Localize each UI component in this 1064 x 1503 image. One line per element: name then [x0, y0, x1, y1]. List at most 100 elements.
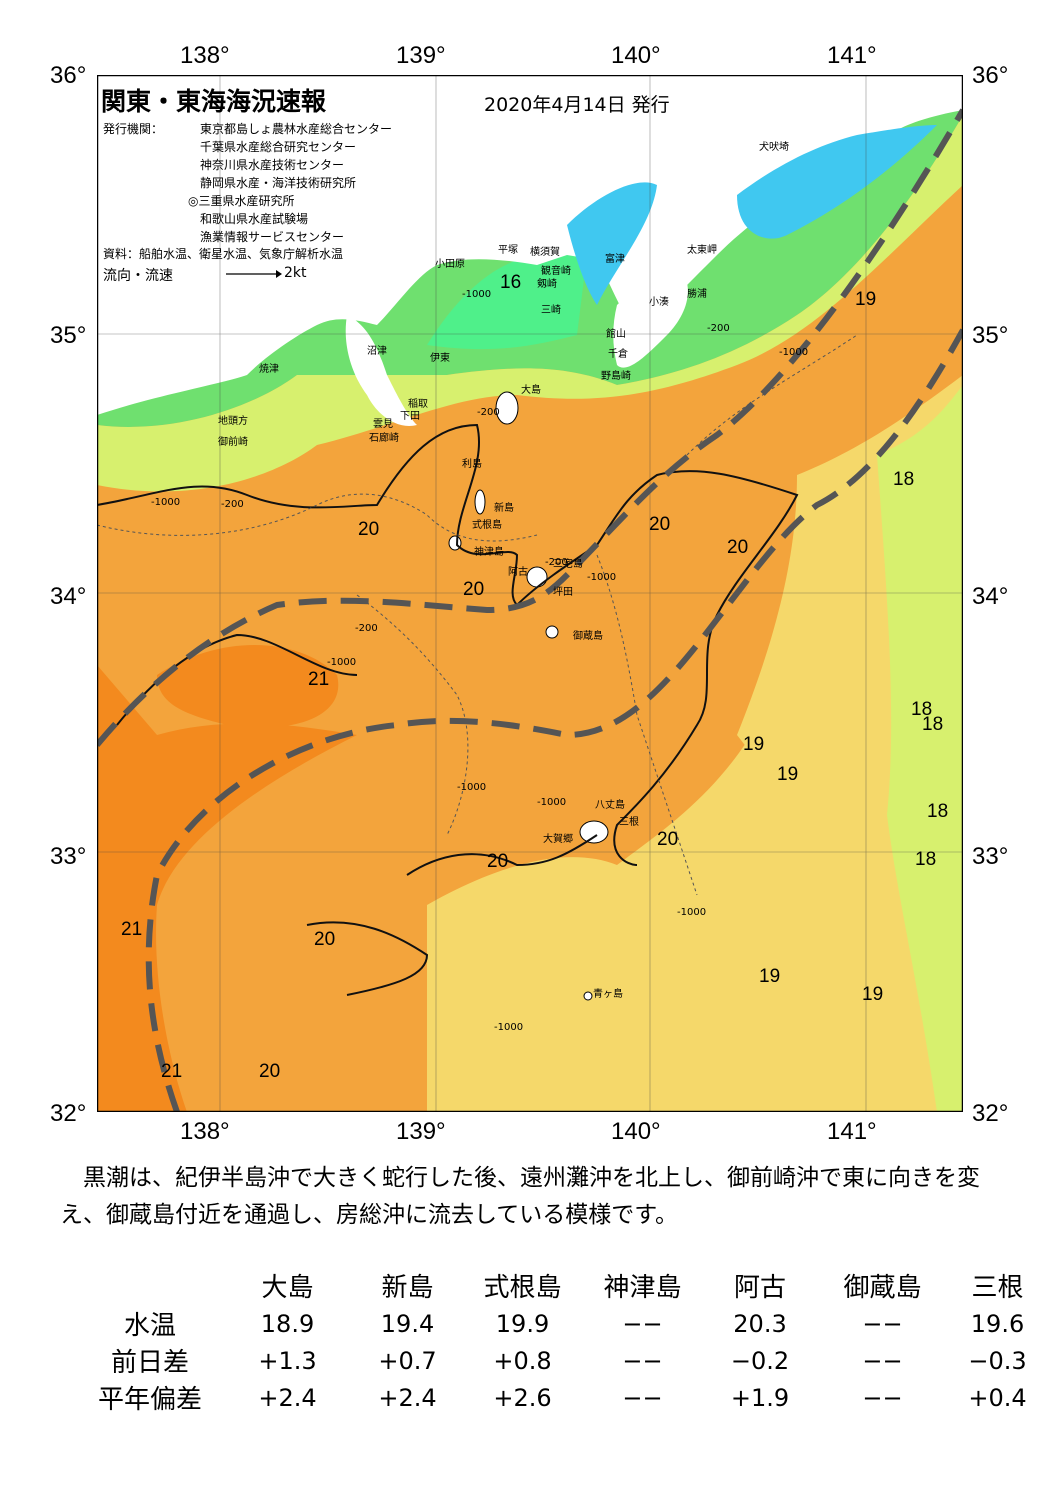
place-ito: 伊東 — [430, 351, 450, 364]
grid — [97, 75, 963, 1112]
flow-legend-label: 流向・流速 — [103, 268, 173, 284]
table-cell: −− — [862, 1346, 903, 1375]
current-description: 黒潮は、紀伊半島沖で大きく蛇行した後、遠州灘沖を北上し、御前崎沖で東に向きを変え… — [60, 1165, 980, 1228]
lat-label-right-35: 35° — [972, 322, 1009, 349]
depth-label: -200 — [355, 623, 378, 634]
depth-label: -200 — [707, 323, 730, 334]
place-jitogata: 地頭方 — [218, 414, 248, 427]
publisher-item: 和歌山県水産試験場 — [200, 212, 309, 226]
label-19c: 19 — [777, 764, 798, 785]
table-cell: +0.4 — [968, 1383, 1027, 1412]
place-odawara: 小田原 — [435, 258, 465, 270]
table-cell: +1.9 — [730, 1383, 790, 1412]
place-nojimazaki: 野島崎 — [601, 369, 631, 382]
place-tsubota: 坪田 — [553, 585, 573, 598]
depth-labels: -1000 -200 -1000 -200 -1000 -200 -200 -1… — [151, 289, 808, 1033]
flow-legend-speed: 2kt — [284, 265, 307, 281]
table-corner — [75, 1265, 225, 1305]
column-header: 大島 — [261, 1272, 314, 1303]
place-okago: 大賀郷 — [543, 832, 573, 845]
table-cell: −− — [862, 1383, 903, 1412]
miyakejima-island — [526, 566, 548, 588]
place-omaezaki: 御前崎 — [218, 435, 248, 448]
table-cell: 18.9 — [260, 1309, 315, 1338]
place-irozaki: 石廊崎 — [369, 431, 399, 444]
lon-label-top-139: 139° — [396, 42, 446, 69]
row-label: 平年偏差 — [97, 1385, 202, 1415]
label-20h: 20 — [259, 1061, 280, 1082]
table-cell: +2.6 — [493, 1383, 552, 1412]
sea-temperature-map: 16 19 18 20 20 20 20 21 18 18 19 19 18 1… — [97, 75, 963, 1112]
land-honshu — [97, 75, 963, 415]
place-tateyama: 館山 — [606, 327, 626, 340]
lat-label-right-36: 36° — [972, 62, 1009, 89]
place-oshima: 大島 — [521, 383, 541, 396]
lat-label-right-32: 32° — [972, 1100, 1009, 1127]
table-row: 平年偏差 +2.4 +2.4 +2.6 −− +1.9 −− +0.4 — [75, 1379, 1045, 1416]
place-yokosuka: 横須賀 — [530, 245, 560, 258]
water-16-region — [427, 252, 587, 350]
place-inubozaki: 犬吠埼 — [759, 140, 789, 153]
table-cell: +1.3 — [258, 1346, 317, 1375]
place-tsurugisaki: 剱崎 — [537, 277, 557, 290]
place-yaizu: 焼津 — [259, 363, 279, 375]
place-mitsune: 三根 — [619, 815, 639, 828]
oshima-island — [495, 391, 519, 425]
table-cell: −− — [622, 1346, 663, 1375]
place-shimoda: 下田 — [400, 411, 420, 422]
label-20d: 20 — [463, 579, 484, 600]
lat-label-left-36: 36° — [50, 62, 87, 89]
column-header: 新島 — [381, 1272, 434, 1303]
column-header: 神津島 — [603, 1272, 682, 1303]
place-kannonzaki: 観音崎 — [541, 264, 571, 277]
place-mikurajima: 御蔵島 — [573, 629, 603, 642]
place-shikinejima: 式根島 — [472, 518, 502, 531]
lon-label-bottom-141: 141° — [827, 1118, 877, 1145]
lon-label-top-141: 141° — [827, 42, 877, 69]
label-18b: 18 — [911, 699, 932, 720]
label-19e: 19 — [862, 984, 883, 1005]
place-niijima: 新島 — [494, 501, 514, 514]
label-16: 16 — [500, 272, 521, 293]
row-label: 前日差 — [110, 1348, 189, 1378]
isotherm-contours — [97, 423, 799, 996]
lat-label-left-33: 33° — [50, 843, 87, 870]
label-20g: 20 — [314, 929, 335, 950]
issue-date: 2020年4月14日 発行 — [484, 94, 670, 116]
column-header: 御蔵島 — [843, 1272, 922, 1303]
place-toshima: 利島 — [462, 457, 482, 470]
label-19a: 19 — [855, 289, 876, 310]
label-20f: 20 — [487, 851, 508, 872]
column-header: 式根島 — [483, 1272, 562, 1303]
table-cell: −0.3 — [968, 1346, 1027, 1375]
depth-label: -1000 — [494, 1022, 523, 1033]
flow-arrow-icon — [226, 270, 282, 278]
map-border — [97, 75, 963, 1112]
depth-label: -1000 — [537, 797, 566, 808]
label-18e: 18 — [915, 849, 936, 870]
label-20c: 20 — [727, 537, 748, 558]
depth-label: -1000 — [587, 572, 616, 583]
lat-label-left-34: 34° — [50, 583, 87, 610]
lon-label-bottom-139: 139° — [396, 1118, 446, 1145]
row-label: 水温 — [123, 1311, 176, 1341]
label-18c: 18 — [922, 714, 943, 735]
depth-label: -1000 — [779, 347, 808, 358]
table-cell: −− — [862, 1309, 903, 1338]
place-inatori: 稲取 — [408, 398, 428, 410]
publisher-item: ◎三重県水産研究所 — [188, 194, 295, 208]
label-21a: 21 — [308, 669, 329, 690]
data-source: 資料：船舶水温、衛星水温、気象庁解析水温 — [103, 247, 344, 261]
lat-label-left-35: 35° — [50, 322, 87, 349]
place-aogashima: 青ヶ島 — [593, 987, 623, 1000]
place-hachijojima: 八丈島 — [595, 798, 625, 811]
tokyo-bay — [567, 182, 657, 305]
label-20b: 20 — [649, 514, 670, 535]
publisher-item: 漁業情報サービスセンター — [200, 230, 345, 244]
place-names: 犬吠埼 太東岬 勝浦 小湊 館山 千倉 野島崎 富津 観音崎 横須賀 剱崎 三崎… — [218, 140, 789, 1000]
publisher-item: 静岡県水産・海洋技術研究所 — [200, 176, 357, 190]
table-cell: −0.2 — [730, 1346, 790, 1375]
place-katsuura: 勝浦 — [687, 287, 707, 300]
kuroshio-axis — [97, 108, 963, 1112]
place-kumomi: 雲見 — [373, 418, 393, 430]
